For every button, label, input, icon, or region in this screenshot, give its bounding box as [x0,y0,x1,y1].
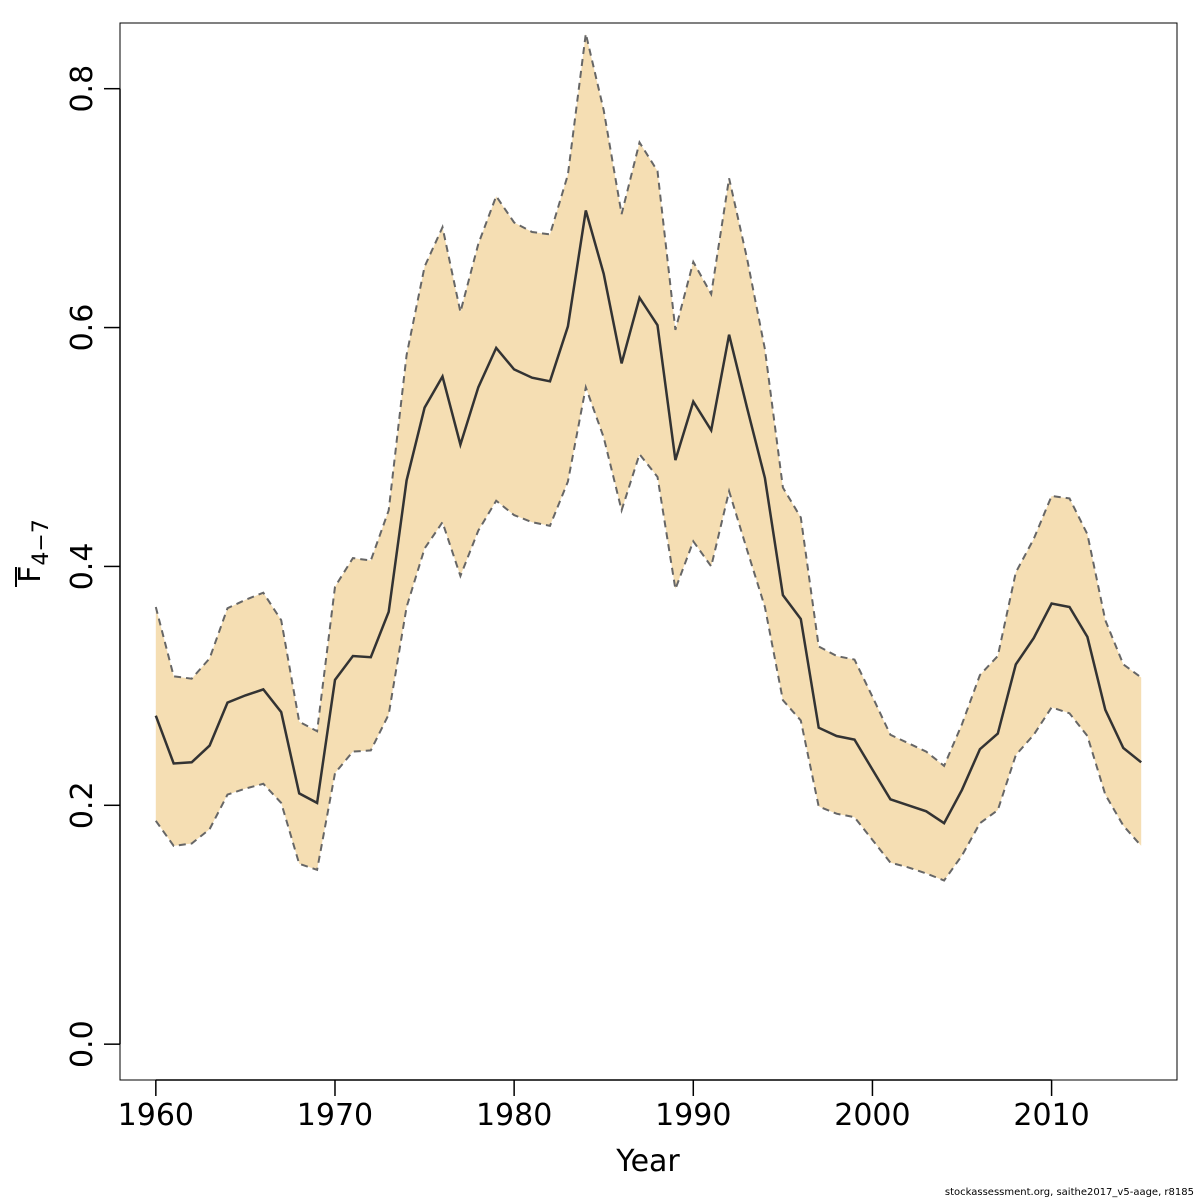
confidence-band [155,33,1142,881]
y-tick-label: 0.6 [65,304,100,352]
estimate-line [154,210,1142,826]
footer-note: stockassessment.org, saithe2017_v5-aage,… [944,1187,1194,1198]
x-tick-label: 1980 [476,1098,552,1133]
y-tick-label: 0.4 [65,543,100,591]
x-axis: 1960 1970 1980 1990 2000 2010 [118,1079,1090,1133]
x-tick-label: 2000 [834,1098,910,1133]
y-axis-title: F4−7 [13,519,54,587]
x-tick-label: 1990 [655,1098,731,1133]
x-tick-label: 1960 [118,1098,194,1133]
x-axis-title: Year [615,1144,680,1179]
x-tick-label: 2010 [1013,1098,1089,1133]
y-tick-label: 0.0 [65,1020,100,1068]
x-tick-label: 1970 [297,1098,373,1133]
y-axis: 0.0 0.2 0.4 0.6 0.8 [65,65,121,1068]
y-axis-title-subscript: 4−7 [29,519,54,565]
y-tick-label: 0.8 [65,65,100,113]
svg-text:F4−7: F4−7 [13,519,54,583]
y-axis-title-main: F [13,566,48,583]
upper-bound-line [154,33,1142,768]
lower-bound-line [154,383,1142,882]
y-tick-label: 0.2 [65,781,100,829]
